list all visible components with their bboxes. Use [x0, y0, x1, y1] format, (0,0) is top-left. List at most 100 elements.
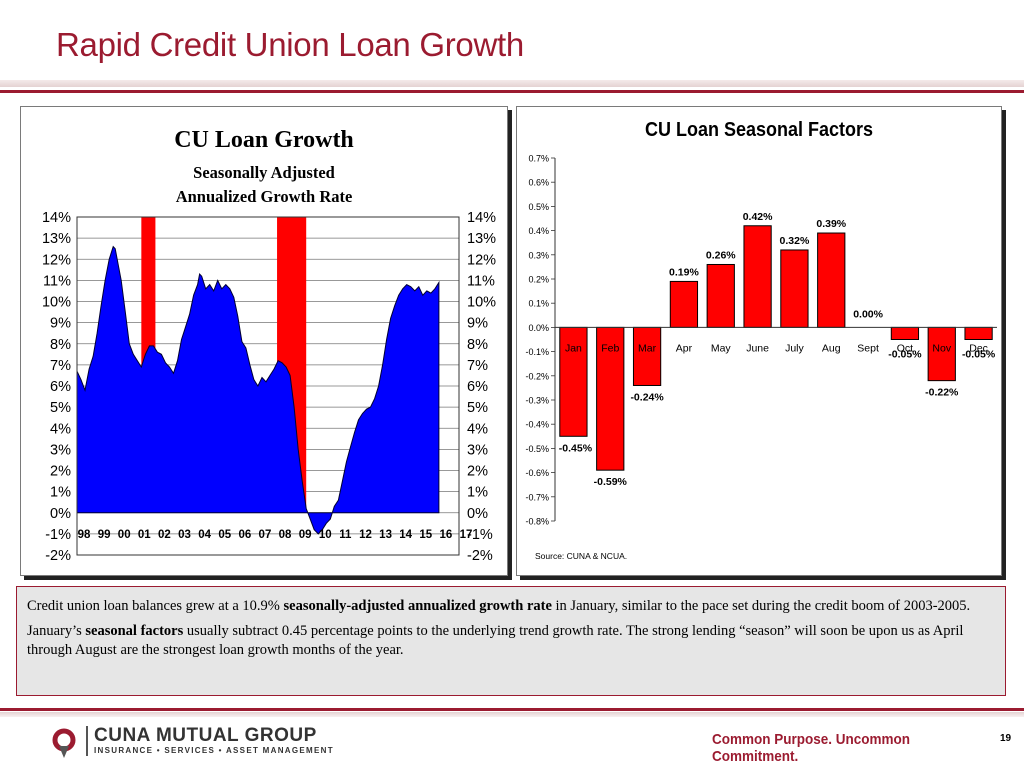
- data-label: -0.45%: [559, 442, 593, 454]
- category-label: June: [746, 342, 769, 354]
- seasonal-factors-chart: 0.7% 0.6% 0.5% 0.4% 0.3% 0.2% 0.1% 0.0% -0.1% -0.…: [525, 154, 997, 561]
- plot-frame: [76, 216, 460, 556]
- seasonal-bar: [559, 326, 588, 437]
- seasonal-bar: [817, 232, 846, 328]
- y-tick-label-left: 0%: [50, 506, 71, 522]
- category-label: Sept: [857, 342, 879, 354]
- data-label: 0.42%: [743, 211, 773, 223]
- seasonal-bar: [596, 326, 625, 471]
- data-label: 0.19%: [669, 266, 699, 278]
- loan-growth-chart-title: CU Loan Growth: [174, 127, 354, 153]
- x-tick-label: 03: [178, 529, 191, 541]
- y-tick-label-left: 5%: [50, 400, 71, 416]
- seasonal-bar: [927, 326, 956, 382]
- x-tick-label: 02: [158, 529, 171, 541]
- y-tick-label: 0.2%: [528, 275, 549, 285]
- x-tick-label: 13: [379, 529, 392, 541]
- y-tick-label-left: 7%: [50, 358, 71, 374]
- x-tick-label: 12: [359, 529, 372, 541]
- x-tick-label: 14: [399, 529, 412, 541]
- data-label: -0.24%: [630, 391, 664, 403]
- x-tick-label: 98: [78, 529, 91, 541]
- category-label: Jan: [565, 342, 582, 354]
- y-tick-label-right: 4%: [467, 421, 488, 437]
- y-tick-label-left: 2%: [50, 464, 71, 480]
- data-label: 0.00%: [853, 308, 883, 320]
- x-tick-label: 16: [439, 529, 452, 541]
- seasonal-bar: [780, 249, 809, 328]
- commentary-paragraph-1: Credit union loan balances grew at a 10.…: [27, 597, 995, 616]
- brand-name: CUNA MUTUAL GROUP: [94, 725, 317, 746]
- y-tick-label-right: 6%: [467, 379, 488, 395]
- data-label: 0.39%: [816, 218, 846, 230]
- y-tick-label-left: 4%: [50, 421, 71, 437]
- seasonal-bar: [632, 326, 662, 386]
- seasonal-bar: [964, 326, 993, 340]
- seasonal-factors-chart-title: CU Loan Seasonal Factors: [644, 119, 874, 141]
- y-tick-label: 0.0%: [528, 323, 549, 333]
- x-tick-label: 09: [299, 529, 312, 541]
- x-tick-label: 06: [238, 529, 251, 541]
- cuna-logo-icon: [52, 728, 76, 758]
- loan-growth-area: [76, 245, 440, 535]
- y-tick-label: -0.1%: [525, 347, 549, 357]
- commentary-box: Credit union loan balances grew at a 10.…: [16, 586, 1006, 696]
- y-tick-label-left: 13%: [42, 231, 71, 247]
- y-tick-label-left: -2%: [45, 548, 71, 564]
- tagline: Common Purpose. Uncommon Commitment.: [712, 731, 911, 765]
- y-tick-label-right: 10%: [467, 295, 496, 311]
- loan-growth-chart: 14% 14% 13% 13% 12% 12% 11% 11% 10% 10% 9% 9% 8% 8% 7%…: [42, 210, 496, 564]
- y-tick-label: -0.7%: [525, 492, 549, 502]
- commentary-text: January’s: [27, 623, 86, 639]
- x-tick-label: 04: [198, 529, 211, 541]
- y-tick-label-right: 11%: [467, 273, 495, 289]
- y-tick-label-left: 11%: [43, 273, 71, 289]
- commentary-emphasis: seasonal factors: [85, 623, 184, 639]
- brand-subtitle: INSURANCE • SERVICES • ASSET MANAGEMENT: [94, 746, 334, 755]
- seasonal-bar: [890, 326, 920, 340]
- x-tick-label: 01: [138, 529, 151, 541]
- x-tick-label: 07: [259, 529, 272, 541]
- y-tick-label: 0.7%: [528, 154, 549, 164]
- y-tick-label-right: 12%: [467, 252, 496, 268]
- y-tick-label: -0.3%: [525, 396, 549, 406]
- page-number: 19: [1000, 733, 1012, 744]
- header-divider: [0, 80, 1024, 87]
- y-tick-label-left: 8%: [50, 337, 71, 353]
- y-tick-label-right: 13%: [467, 231, 496, 247]
- y-tick-label-left: 3%: [50, 442, 71, 458]
- y-tick-label-left: 10%: [42, 295, 71, 311]
- y-tick-label: -0.5%: [525, 444, 549, 454]
- x-tick-label: 05: [218, 529, 231, 541]
- y-tick-label: -0.4%: [525, 420, 549, 430]
- x-tick-label: 11: [339, 529, 352, 541]
- y-tick-label-right: -2%: [467, 548, 493, 564]
- commentary-text: usually subtract 0.45 percentage points …: [27, 623, 964, 658]
- y-tick-label-left: 14%: [42, 210, 71, 226]
- seasonal-factors-chart-panel: CU Loan Seasonal Factors 0.7% 0.6% 0.5% 0.4…: [516, 106, 1002, 576]
- commentary-paragraph-2: January’s seasonal factors usually subtr…: [27, 622, 995, 660]
- x-tick-label: 17: [460, 529, 473, 541]
- seasonal-bar: [743, 225, 772, 328]
- seasonal-bar: [669, 280, 699, 328]
- commentary-text: in January, similar to the pace set duri…: [551, 598, 971, 614]
- seasonal-bar: [706, 263, 735, 328]
- y-tick-label-left: 1%: [50, 485, 71, 501]
- footer-divider: [0, 712, 1024, 717]
- y-tick-label-right: 7%: [467, 358, 488, 374]
- category-label: Feb: [601, 342, 619, 354]
- x-tick-label: 99: [98, 529, 111, 541]
- category-label: Oct: [897, 342, 913, 354]
- y-tick-label-right: 1%: [467, 485, 488, 501]
- data-label: -0.59%: [594, 476, 628, 488]
- commentary-emphasis: seasonally-adjusted annualized growth ra…: [283, 598, 552, 614]
- y-tick-label-left: 12%: [42, 252, 71, 268]
- y-tick-label-left: 6%: [50, 379, 71, 395]
- y-tick-label-left: 9%: [50, 316, 71, 332]
- data-label: -0.22%: [925, 387, 959, 399]
- category-label: Aug: [822, 342, 841, 354]
- data-label: 0.26%: [706, 249, 736, 261]
- source-note: Source: CUNA & NCUA.: [535, 551, 627, 561]
- y-tick-label: -0.6%: [525, 468, 549, 478]
- y-tick-label: -0.2%: [525, 371, 549, 381]
